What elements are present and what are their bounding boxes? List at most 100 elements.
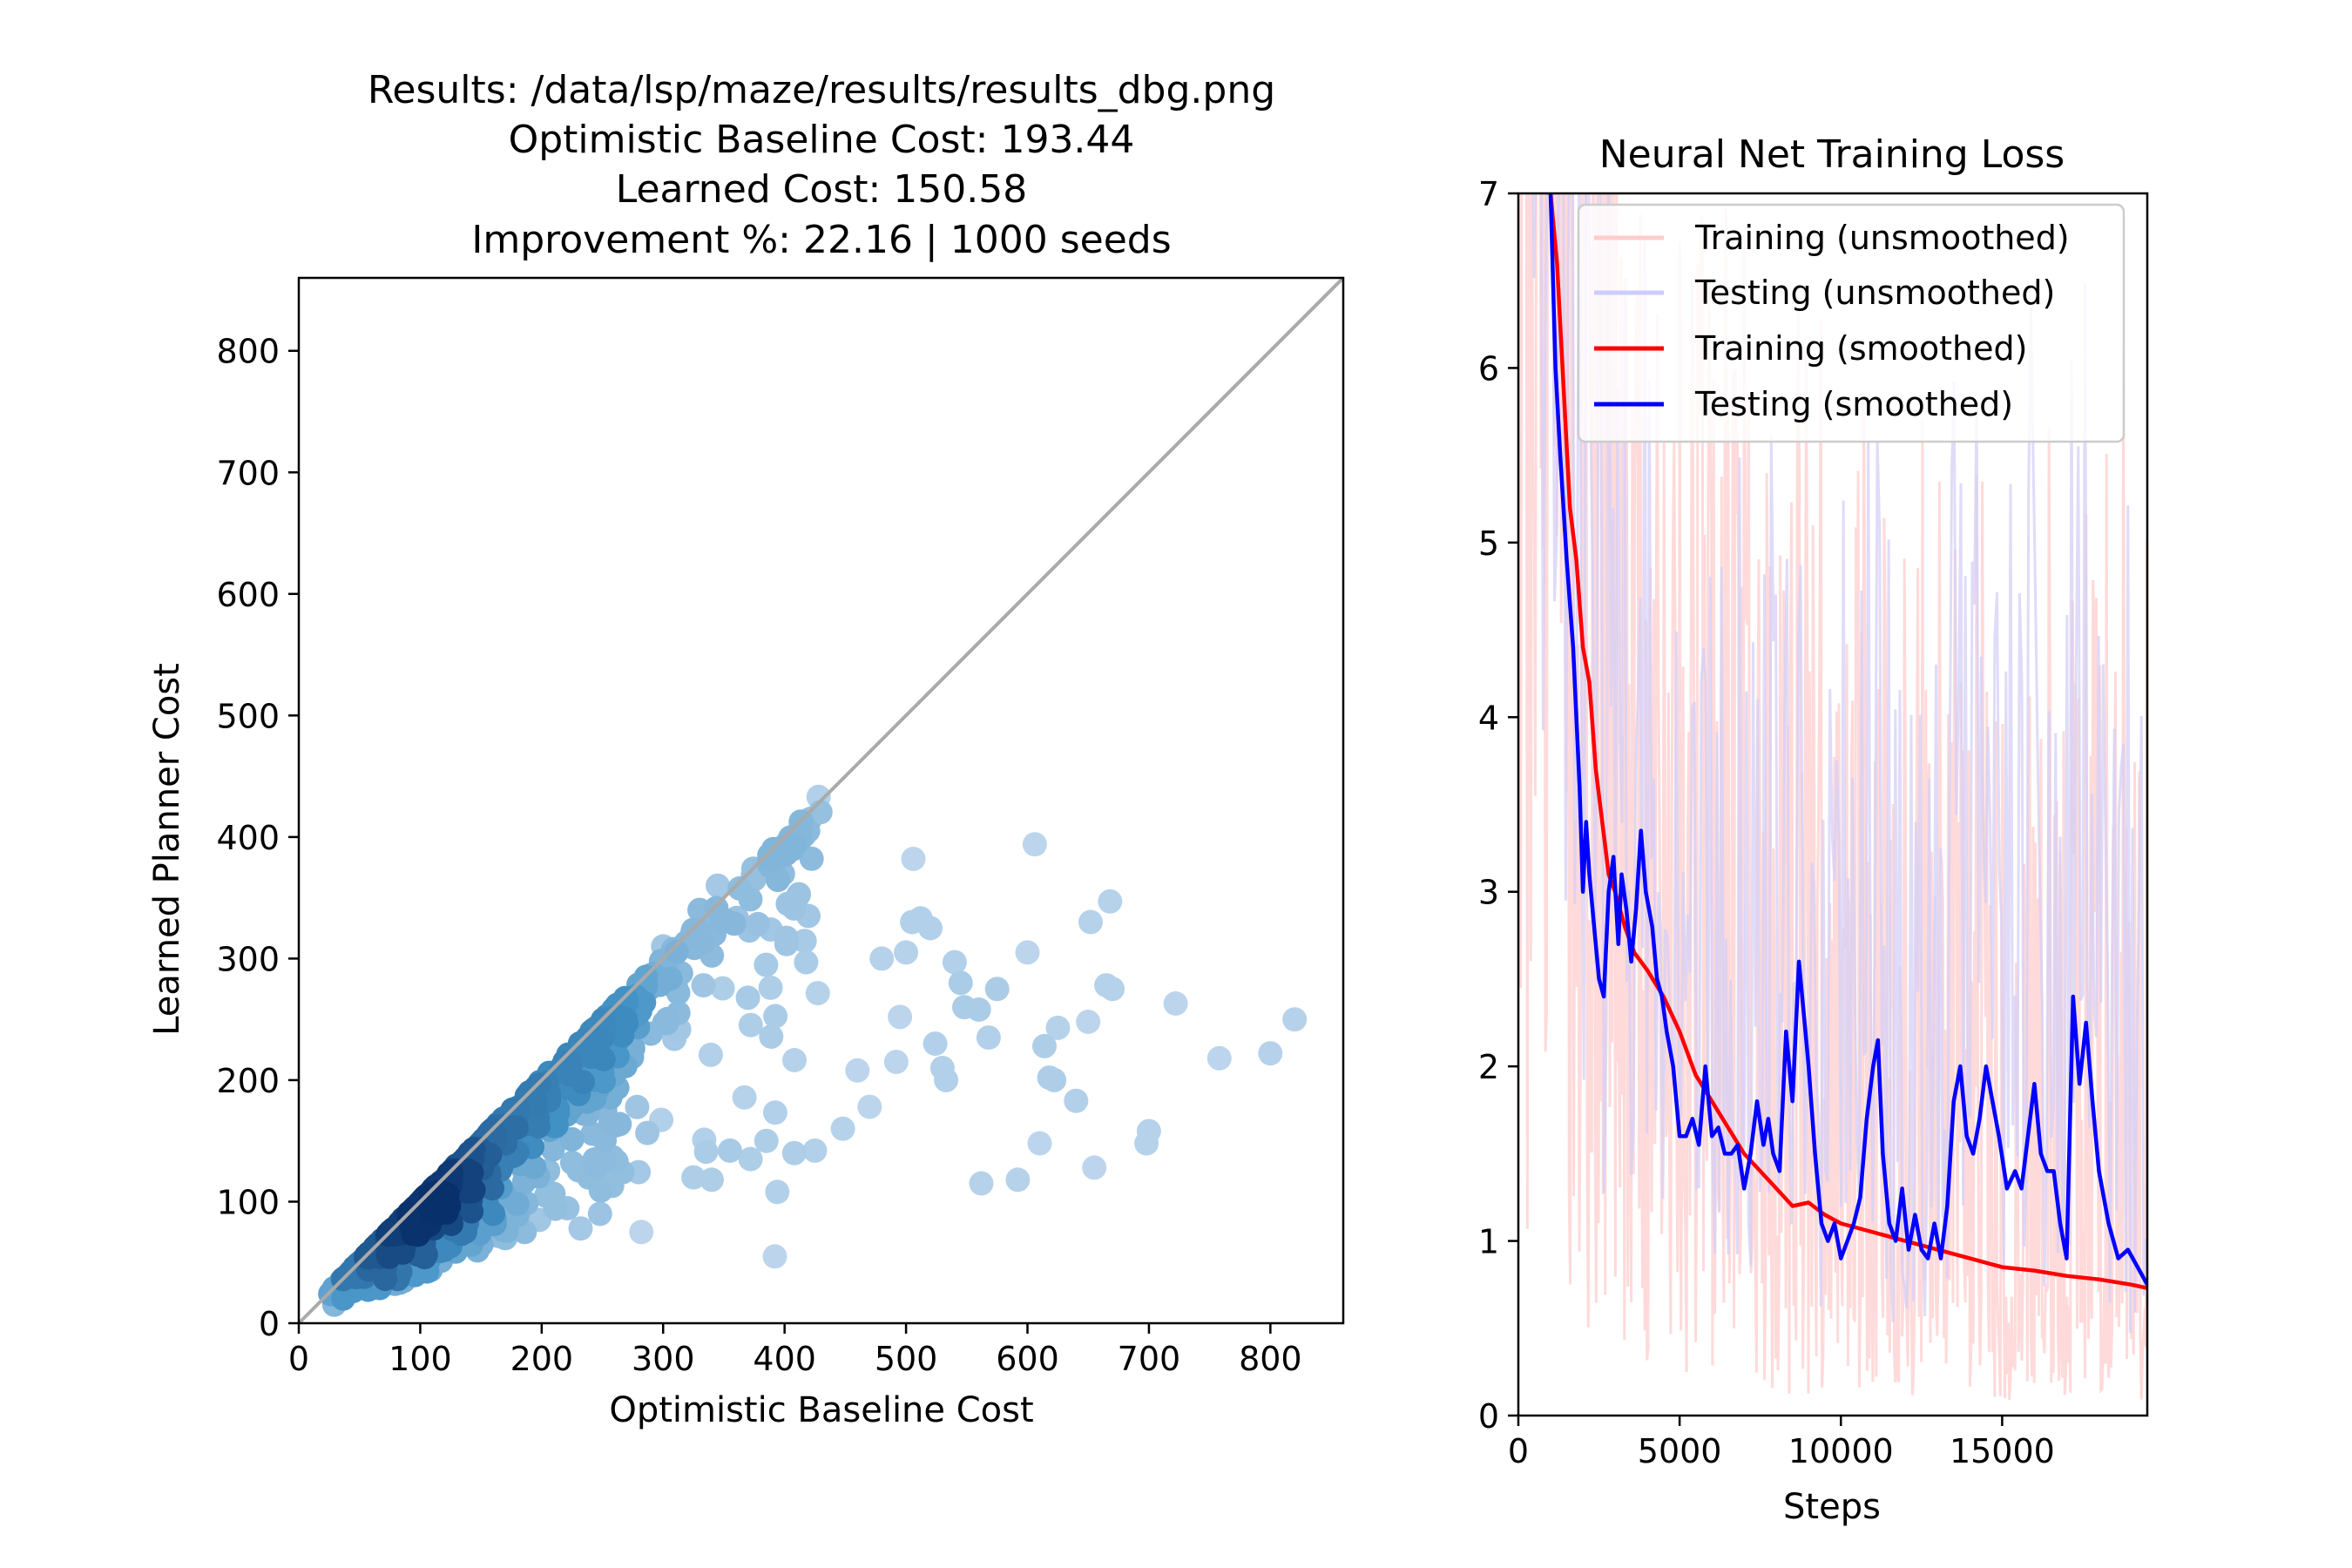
y-tick-label: 700 [216, 454, 280, 492]
legend-label-testing-smoothed: Testing (smoothed) [1694, 385, 2013, 423]
scatter-point [721, 911, 747, 936]
y-tick-label: 7 [1478, 175, 1499, 213]
y-tick-label: 1 [1478, 1223, 1499, 1261]
scatter-point [762, 1100, 787, 1125]
y-tick-label: 800 [216, 333, 280, 371]
legend-label-training-smoothed: Training (smoothed) [1694, 329, 2027, 368]
x-tick-label: 5000 [1638, 1432, 1722, 1470]
scatter-x-axis: 0 100 200 300 400 500 600 700 800 [288, 1323, 1302, 1378]
x-tick-label: 400 [753, 1340, 816, 1378]
scatter-point [533, 1183, 558, 1208]
scatter-point [431, 1238, 456, 1262]
scatter-point [763, 1004, 788, 1029]
scatter-point [774, 931, 799, 956]
scatter-point [504, 1191, 530, 1216]
scatter-point [540, 1137, 565, 1162]
x-tick-label: 10000 [1788, 1432, 1894, 1470]
scatter-point [691, 973, 716, 998]
scatter-point [603, 1113, 628, 1138]
scatter-point [830, 1116, 855, 1141]
training-smoothed-line [1548, 193, 2147, 1290]
scatter-point [781, 1140, 807, 1166]
y-tick-label: 300 [216, 940, 280, 978]
scatter-point [1045, 1015, 1071, 1040]
scatter-plot-area [297, 276, 1345, 1325]
scatter-point [754, 1128, 779, 1153]
scatter-title-line-3: Learned Cost: 150.58 [616, 167, 1028, 212]
scatter-point [522, 1154, 547, 1179]
x-tick-label: 100 [389, 1340, 452, 1378]
y-tick-label: 2 [1478, 1048, 1499, 1086]
legend: Training (unsmoothed) Testing (unsmoothe… [1577, 203, 2126, 443]
scatter-point [1005, 1167, 1031, 1193]
scatter-point [732, 1085, 757, 1110]
reference-line [297, 276, 1345, 1325]
scatter-point [758, 975, 783, 1000]
testing-unsmoothed-line [1531, 193, 2147, 1334]
scatter-point [587, 1201, 612, 1227]
unsmoothed-series [1518, 193, 2147, 1400]
scatter-point [625, 1094, 650, 1119]
scatter-point [502, 1115, 527, 1140]
scatter-point [559, 1126, 585, 1152]
scatter-point [738, 1146, 763, 1172]
scatter-point [1258, 1041, 1283, 1066]
x-tick-label: 15000 [1950, 1432, 2055, 1470]
scatter-point [580, 1121, 605, 1146]
scatter-point [1082, 1155, 1107, 1180]
scatter-point [799, 846, 824, 871]
x-tick-label: 700 [1118, 1340, 1181, 1378]
scatter-point [1015, 940, 1040, 965]
scatter-point [629, 1220, 654, 1245]
scatter-point [1206, 1045, 1232, 1071]
scatter-point [1064, 1088, 1089, 1113]
scatter-point [700, 1167, 724, 1193]
scatter-y-axis: 0 100 200 300 400 500 600 700 800 [216, 333, 299, 1343]
x-tick-label: 0 [288, 1340, 309, 1378]
loss-chart: Neural Net Training Loss 0 5000 10000 15000… [1478, 132, 2149, 1527]
scatter-point [894, 940, 919, 965]
scatter-title-line-4: Improvement %: 22.16 | 1000 seeds [471, 218, 1171, 262]
scatter-point [845, 1058, 870, 1083]
scatter-x-axis-label: Optimistic Baseline Cost [609, 1390, 1033, 1430]
scatter-title-line-2: Optimistic Baseline Cost: 193.44 [509, 118, 1135, 162]
scatter-point [782, 1048, 807, 1072]
scatter-point [746, 911, 771, 936]
scatter-point [969, 1171, 994, 1196]
scatter-y-axis-label: Learned Planner Cost [147, 663, 187, 1036]
legend-label-testing-unsmoothed: Testing (unsmoothed) [1694, 274, 2055, 312]
loss-plot-area [1517, 192, 2149, 1417]
scatter-point [579, 1038, 605, 1064]
scatter-point [762, 1244, 787, 1269]
scatter-point [754, 952, 779, 977]
x-tick-label: 600 [996, 1340, 1059, 1378]
scatter-point [1078, 909, 1103, 935]
scatter-point [792, 929, 817, 954]
scatter-point [948, 970, 973, 996]
scatter-point [706, 873, 730, 898]
scatter-point [976, 1025, 1001, 1051]
scatter-point [583, 1152, 608, 1176]
y-tick-label: 0 [259, 1305, 280, 1343]
loss-x-axis-label: Steps [1783, 1487, 1881, 1527]
scatter-point [883, 1050, 909, 1074]
scatter-point [544, 1112, 569, 1138]
scatter-point [681, 1165, 706, 1190]
scatter-point [1032, 1033, 1057, 1058]
scatter-point [693, 1139, 719, 1165]
x-tick-label: 200 [510, 1340, 574, 1378]
scatter-point [1027, 1131, 1052, 1156]
scatter-point [460, 1179, 485, 1204]
y-tick-label: 500 [216, 697, 280, 735]
scatter-point [869, 946, 895, 971]
testing-smoothed-line [1548, 193, 2147, 1286]
scatter-point [710, 976, 735, 1001]
y-tick-label: 5 [1478, 524, 1499, 563]
scatter-point [1076, 1010, 1101, 1034]
scatter-point [900, 909, 925, 935]
scatter-point [794, 950, 819, 975]
scatter-point [774, 841, 799, 867]
y-tick-label: 400 [216, 819, 280, 857]
scatter-point [1134, 1131, 1159, 1156]
